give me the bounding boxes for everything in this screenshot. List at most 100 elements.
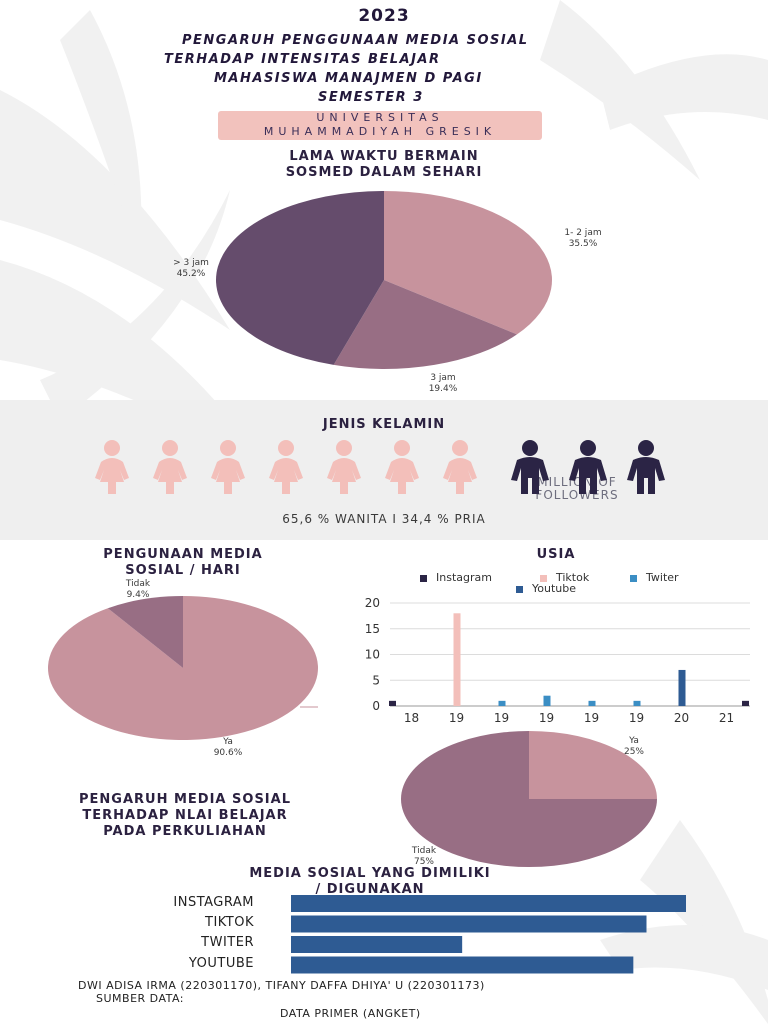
legend-tiktok: Tiktok <box>540 571 589 584</box>
x-tick-6: 20 <box>674 711 689 725</box>
x-tick-1: 19 <box>449 711 464 725</box>
x-tick-7: 21 <box>719 711 734 725</box>
x-tick-4: 19 <box>584 711 599 725</box>
influence-pie-slice-ya <box>529 731 657 799</box>
owned-hbar-chart <box>291 895 686 974</box>
bar-instagram-0 <box>389 700 396 706</box>
x-tick-3: 19 <box>539 711 554 725</box>
legend-swatch-tiktok <box>540 574 547 582</box>
time-pie-slice-3-jam <box>216 191 384 365</box>
owned-label-twiter: TWITER <box>201 935 254 950</box>
x-tick-0: 18 <box>404 711 419 725</box>
bar-instagram-7 <box>742 700 749 706</box>
y-tick-10: 10 <box>365 648 380 662</box>
bar-twiter-2 <box>498 700 506 706</box>
gender-pictogram <box>95 440 665 494</box>
legend-label-youtube: Youtube <box>532 582 576 595</box>
legend-label-instagram: Instagram <box>436 571 492 584</box>
bar-tiktok-1 <box>453 613 461 706</box>
time-pie-chart <box>216 191 552 369</box>
time-pie-label-3-name: 3 jam <box>430 373 456 383</box>
influence-pie-label-tidak: Tidak 75% <box>396 846 452 868</box>
legend-swatch-twiter <box>630 574 637 582</box>
time-pie-slice-1-2-jam <box>384 191 552 335</box>
usage-title-line-2: SOSIAL / HARI <box>125 563 241 578</box>
influence-pie-label-ya-pct: 25% <box>623 747 644 757</box>
hbar-tiktok <box>291 915 647 933</box>
hbar-instagram <box>291 895 686 912</box>
time-title-line-2: SOSMED DALAM SEHARI <box>285 165 483 180</box>
legend-label-twiter: Twiter <box>646 571 679 584</box>
time-pie-label-1-2-name: 1- 2 jam <box>564 228 602 238</box>
legend-swatch-youtube <box>516 585 523 593</box>
owned-label-instagram: INSTAGRAM <box>173 895 254 910</box>
usage-pie-label-tidak-name: Tidak <box>125 579 151 589</box>
male-person-icon <box>627 440 665 494</box>
usage-pie-label-ya-name: Ya <box>223 737 233 747</box>
title-line-3: MAHASISWA MANAJMEN D PAGI <box>214 71 483 86</box>
female-person-icon <box>211 440 245 494</box>
usage-pie-slice-tidak <box>107 596 183 668</box>
bar-twiter-3 <box>543 695 551 706</box>
time-title-line-1: LAMA WAKTU BERMAIN <box>289 149 479 164</box>
usage-pie-chart <box>47 596 318 740</box>
title-line-1: PENGARUH PENGGUNAAN MEDIA SOSIAL <box>182 33 529 48</box>
time-pie-label-gt3-pct: 45.2% <box>176 269 206 279</box>
authors-text: DWI ADISA IRMA (220301170), TIFANY DAFFA… <box>78 979 485 992</box>
legend-swatch-instagram <box>420 574 427 582</box>
influence-pie-chart <box>401 731 657 867</box>
female-person-icon <box>443 440 477 494</box>
female-person-icon <box>385 440 419 494</box>
legend-twiter: Twiter <box>630 571 679 584</box>
title-line-2: TERHADAP INTENSITAS BELAJAR <box>164 52 441 67</box>
female-person-icon <box>269 440 303 494</box>
influence-title-line-3: PADA PERKULIAHAN <box>103 824 267 839</box>
gender-stat-text: 65,6 % WANITA I 34,4 % PRIA <box>282 512 486 526</box>
year-heading: 2023 <box>358 6 410 26</box>
bar-twiter-5 <box>633 700 641 706</box>
influence-title-line-2: TERHADAP NLAI BELAJAR <box>82 808 288 823</box>
ghost-line-2: FOLLOWERS <box>535 488 619 502</box>
hbar-twiter <box>291 936 463 953</box>
legend-youtube: Youtube <box>516 582 576 595</box>
usage-title-line-1: PENGUNAAN MEDIA <box>103 547 263 562</box>
university-line-1: UNIVERSITAS <box>316 111 444 124</box>
influence-title-line-1: PENGARUH MEDIA SOSIAL <box>79 792 291 807</box>
title-line-4: SEMESTER 3 <box>318 90 424 105</box>
y-tick-0: 0 <box>372 699 380 713</box>
usage-chart-title: PENGUNAAN MEDIA SOSIAL / HARI <box>33 547 333 579</box>
y-tick-20: 20 <box>365 596 380 610</box>
time-chart-title: LAMA WAKTU BERMAIN SOSMED DALAM SEHARI <box>234 149 534 181</box>
usage-pie-label-ya: Ya 90.6% <box>198 737 258 759</box>
influence-pie-label-tidak-name: Tidak <box>411 846 437 856</box>
time-pie-slice-3-jam <box>333 280 517 369</box>
male-person-icon <box>569 440 607 494</box>
time-pie-label-3-pct: 19.4% <box>428 384 458 394</box>
bar-twiter-4 <box>588 700 596 706</box>
age-bar-chart: 0 5 10 15 20 18 19 19 19 19 19 20 21 <box>365 596 750 725</box>
legend-instagram: Instagram <box>420 571 492 584</box>
influence-chart-title: PENGARUH MEDIA SOSIAL TERHADAP NLAI BELA… <box>50 792 320 840</box>
owned-chart-title: MEDIA SOSIAL YANG DIMILIKI / DIGUNAKAN <box>200 866 540 898</box>
female-person-icon <box>153 440 187 494</box>
x-tick-2: 19 <box>494 711 509 725</box>
usage-pie-label-tidak-pct: 9.4% <box>126 590 150 600</box>
male-person-icon <box>511 440 549 494</box>
influence-pie-label-ya: Ya 25% <box>606 736 662 758</box>
female-person-icon <box>327 440 361 494</box>
influence-pie-label-ya-name: Ya <box>629 736 639 746</box>
time-pie-label-1-2-pct: 35.5% <box>568 239 598 249</box>
owned-title-line-2: / DIGUNAKAN <box>315 882 425 897</box>
bar-youtube-6 <box>678 669 686 706</box>
legend-label-tiktok: Tiktok <box>556 571 590 584</box>
y-tick-5: 5 <box>372 673 380 687</box>
source-label: SUMBER DATA: <box>96 992 185 1005</box>
y-tick-15: 15 <box>365 622 380 636</box>
x-tick-5: 19 <box>629 711 644 725</box>
owned-title-line-1: MEDIA SOSIAL YANG DIMILIKI <box>249 866 491 881</box>
time-pie-label-3: 3 jam 19.4% <box>412 373 474 395</box>
owned-label-youtube: YOUTUBE <box>188 956 254 971</box>
hbar-youtube <box>291 956 634 974</box>
gender-title: JENIS KELAMIN <box>322 417 446 432</box>
usage-pie-slice-ya <box>47 596 318 740</box>
